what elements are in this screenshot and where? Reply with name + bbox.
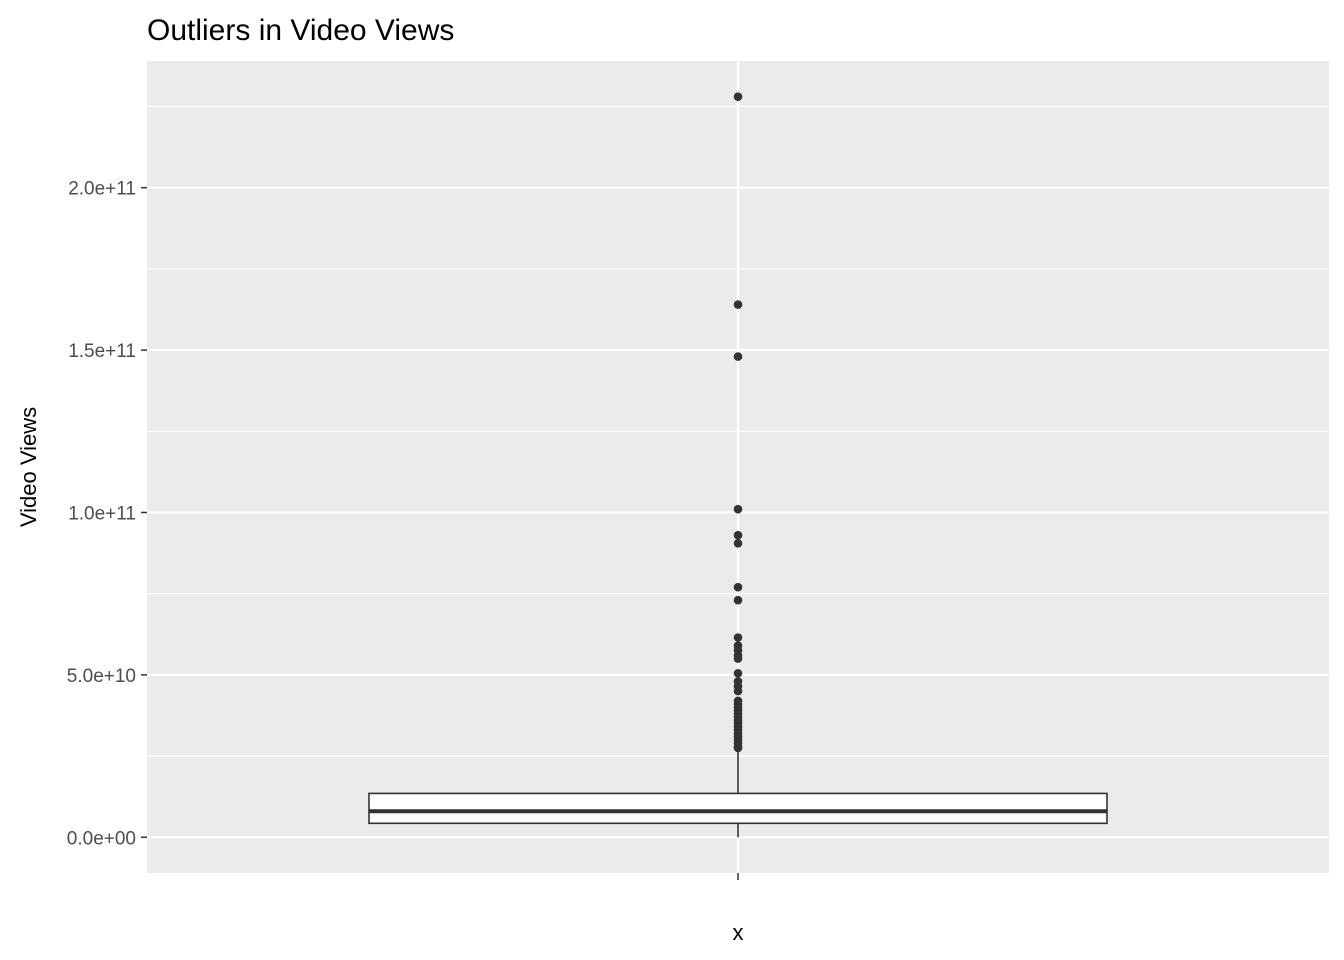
chart-title: Outliers in Video Views	[147, 14, 454, 47]
y-axis-title: Video Views	[16, 407, 41, 527]
y-tick-label: 5.0e+10	[67, 666, 136, 687]
outlier-point	[733, 595, 743, 605]
outlier-point	[733, 539, 743, 548]
outlier-points	[733, 92, 743, 753]
x-tick-label: x	[733, 920, 744, 945]
y-tick-label: 1.5e+11	[68, 341, 136, 362]
iqr-box	[368, 792, 1108, 825]
outlier-point	[733, 743, 743, 753]
y-tick-label: 0.0e+00	[67, 828, 136, 849]
outlier-point	[733, 92, 743, 102]
y-axis: 0.0e+00 5.0e+10 1.0e+11 1.5e+11 2.0e+11	[67, 179, 147, 849]
outlier-point	[733, 633, 743, 642]
outlier-point	[733, 530, 743, 540]
y-tick-label: 2.0e+11	[68, 179, 136, 200]
y-tick-label: 1.0e+11	[68, 503, 136, 524]
outlier-point	[733, 352, 743, 361]
x-axis: x	[733, 873, 744, 945]
boxplot-box	[368, 749, 1108, 838]
outlier-point	[733, 300, 743, 309]
outlier-point	[733, 654, 743, 663]
outlier-point	[733, 668, 743, 678]
outlier-point	[733, 686, 743, 696]
outlier-point	[733, 582, 743, 592]
outlier-point	[733, 504, 743, 514]
